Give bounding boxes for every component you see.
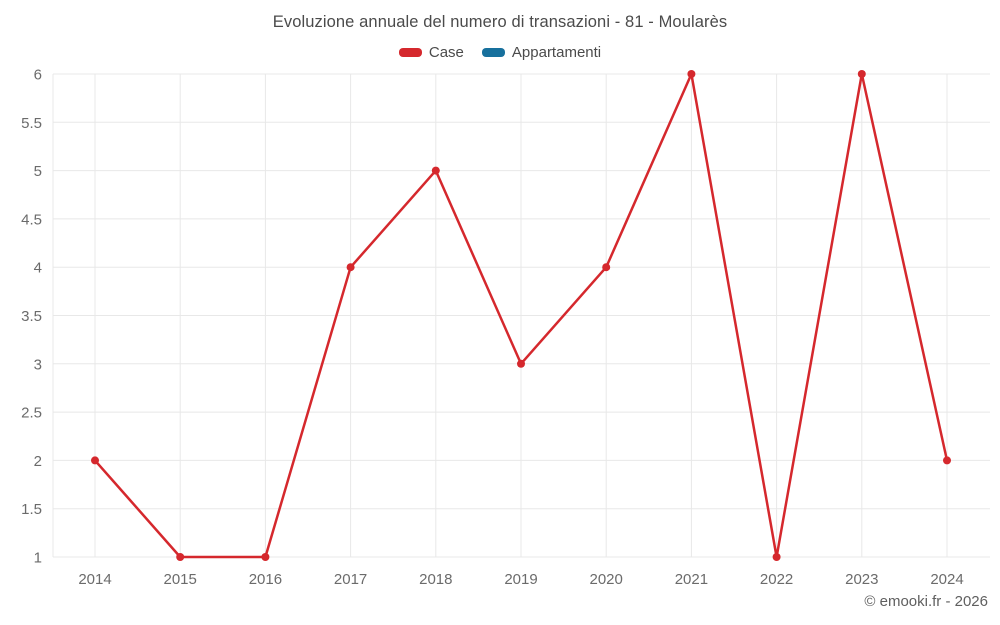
legend-swatch-case: [398, 48, 422, 57]
legend-swatch-appartamenti: [481, 48, 505, 57]
x-tick-label: 2016: [249, 571, 282, 588]
data-point-case-2021: [687, 70, 696, 78]
legend-label: Case: [428, 44, 464, 61]
x-tick-label: 2015: [164, 571, 197, 588]
footer-credit: © emooki.fr - 2026: [864, 593, 988, 610]
x-tick-label: 2020: [590, 571, 623, 588]
y-tick-label: 6: [34, 67, 42, 84]
data-point-case-2015: [176, 553, 185, 561]
y-tick-label: 5.5: [21, 115, 42, 132]
data-point-case-2017: [346, 263, 355, 272]
data-point-case-2014: [91, 456, 99, 465]
x-tick-label: 2014: [78, 571, 111, 588]
y-tick-label: 4: [34, 260, 42, 277]
y-tick-label: 3.5: [21, 308, 42, 325]
x-tick-label: 2021: [675, 571, 708, 588]
chart-title: Evoluzione annuale del numero di transaz…: [272, 13, 728, 31]
chart-legend: Case Appartamenti: [0, 44, 1000, 61]
x-tick-label: 2024: [930, 571, 963, 588]
x-tick-label: 2023: [845, 571, 878, 588]
y-tick-label: 2: [34, 453, 42, 470]
x-tick-label: 2017: [334, 571, 367, 588]
legend-item-appartamenti[interactable]: Appartamenti: [481, 44, 602, 61]
data-point-case-2016: [261, 553, 270, 561]
data-point-case-2024: [943, 456, 951, 465]
y-tick-label: 5: [34, 163, 42, 180]
data-point-case-2020: [602, 263, 611, 272]
y-tick-label: 3: [34, 356, 42, 373]
data-point-case-2022: [772, 553, 781, 561]
y-tick-label: 4.5: [21, 211, 42, 228]
data-point-case-2018: [431, 166, 440, 175]
y-tick-label: 1: [34, 550, 42, 567]
data-point-case-2019: [517, 359, 525, 368]
y-tick-label: 1.5: [21, 501, 42, 518]
x-tick-label: 2019: [504, 571, 537, 588]
data-point-case-2023: [857, 70, 866, 78]
x-tick-label: 2018: [419, 571, 452, 588]
x-tick-label: 2022: [760, 571, 793, 588]
legend-label: Appartamenti: [511, 44, 602, 61]
legend-item-case[interactable]: Case: [398, 44, 464, 61]
y-tick-label: 2.5: [21, 405, 42, 422]
